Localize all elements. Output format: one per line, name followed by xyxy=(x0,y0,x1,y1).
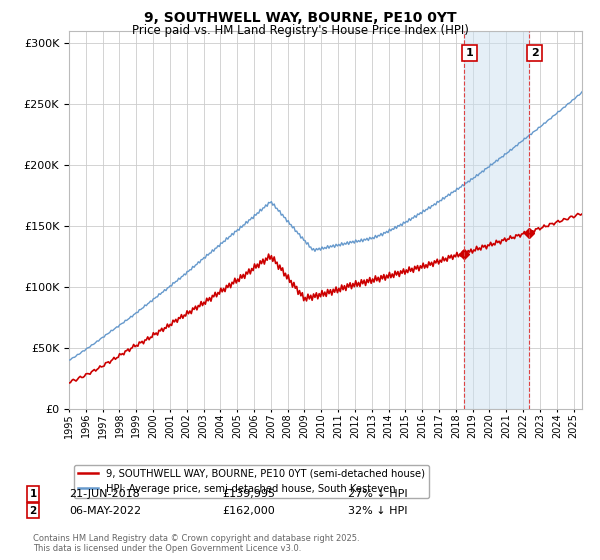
Text: Price paid vs. HM Land Registry's House Price Index (HPI): Price paid vs. HM Land Registry's House … xyxy=(131,24,469,36)
Text: 27% ↓ HPI: 27% ↓ HPI xyxy=(348,489,407,499)
Text: 2: 2 xyxy=(530,48,538,58)
Text: 2: 2 xyxy=(29,506,37,516)
Text: Contains HM Land Registry data © Crown copyright and database right 2025.
This d: Contains HM Land Registry data © Crown c… xyxy=(33,534,359,553)
Text: 21-JUN-2018: 21-JUN-2018 xyxy=(69,489,140,499)
Text: 9, SOUTHWELL WAY, BOURNE, PE10 0YT: 9, SOUTHWELL WAY, BOURNE, PE10 0YT xyxy=(143,11,457,25)
Text: 1: 1 xyxy=(466,48,473,58)
Text: 32% ↓ HPI: 32% ↓ HPI xyxy=(348,506,407,516)
Text: 06-MAY-2022: 06-MAY-2022 xyxy=(69,506,141,516)
Legend: 9, SOUTHWELL WAY, BOURNE, PE10 0YT (semi-detached house), HPI: Average price, se: 9, SOUTHWELL WAY, BOURNE, PE10 0YT (semi… xyxy=(74,465,429,498)
Text: 1: 1 xyxy=(29,489,37,499)
Text: £139,995: £139,995 xyxy=(222,489,275,499)
Text: £162,000: £162,000 xyxy=(222,506,275,516)
